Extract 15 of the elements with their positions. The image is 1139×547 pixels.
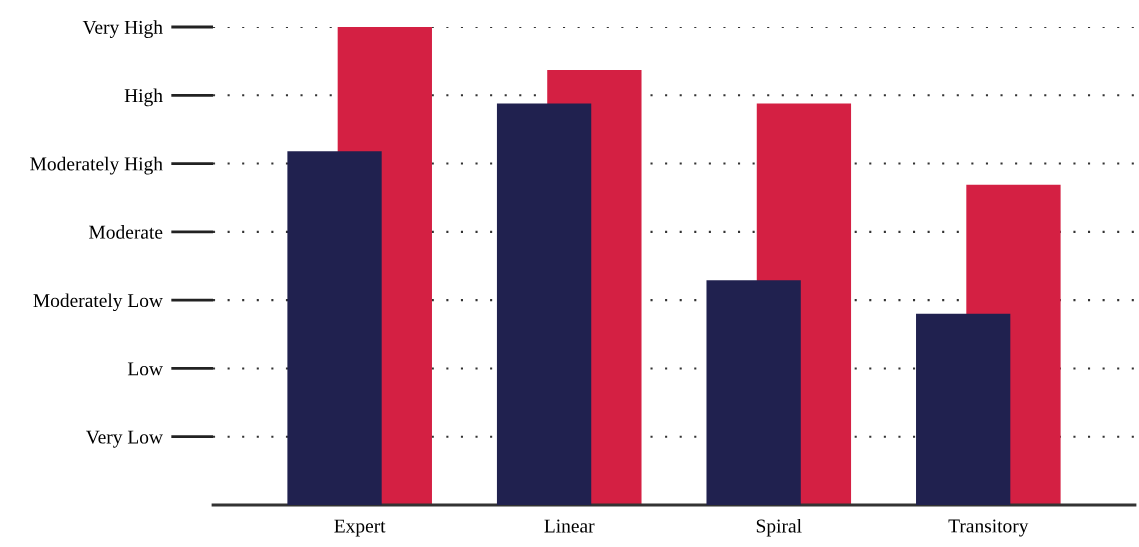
bar: [287, 151, 382, 505]
text: Moderately High: [30, 156, 163, 175]
text: Very High: [82, 20, 163, 38]
text: High: [124, 88, 163, 107]
bar: [496, 103, 592, 505]
x-tick-label: Transitory: [948, 519, 1029, 537]
text: Low: [127, 362, 163, 376]
x-tick-label: Linear: [544, 519, 595, 533]
x-tick-label: Spiral: [756, 518, 802, 537]
text: Moderate: [89, 225, 163, 239]
text: Very Low: [86, 430, 163, 448]
x-tick-label: Expert: [334, 519, 386, 537]
bar: [916, 313, 1011, 505]
bar: [706, 280, 801, 505]
text: Moderately Low: [33, 293, 163, 312]
